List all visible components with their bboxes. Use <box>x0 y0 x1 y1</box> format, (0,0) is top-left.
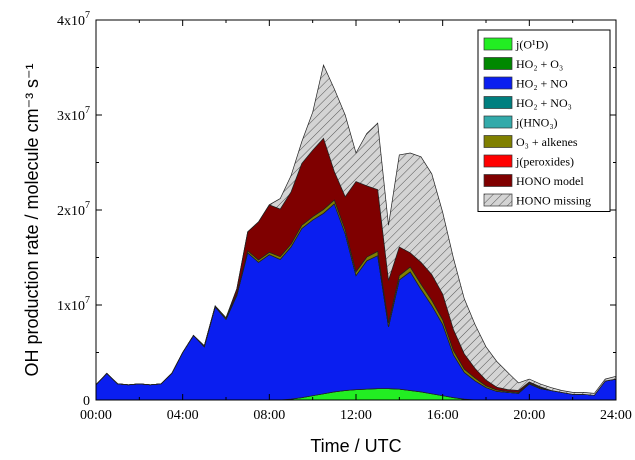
legend-swatch <box>484 155 512 167</box>
legend-swatch <box>484 38 512 50</box>
y-axis-title: OH production rate / molecule cm⁻³ s⁻¹ <box>22 63 42 376</box>
legend-label: HONO missing <box>516 194 591 208</box>
legend-swatch <box>484 58 512 70</box>
legend-swatch <box>484 77 512 89</box>
x-axis-title: Time / UTC <box>310 436 401 456</box>
legend-label: j(peroxides) <box>515 155 574 169</box>
legend-swatch <box>484 194 512 206</box>
legend: j(O¹D) HO₂ + O₃ HO₂ + NO HO₂ + NO₃ j(HNO₃) O₃… <box>478 30 610 212</box>
x-tick-label: 20:00 <box>513 408 545 423</box>
legend-label: HO₂ + NO₃ <box>516 96 572 110</box>
x-tick-label: 24:00 <box>600 408 632 423</box>
y-tick-label: 2x107 <box>57 200 90 219</box>
legend-swatch <box>484 136 512 148</box>
y-tick-label: 4x107 <box>57 10 90 29</box>
y-tick-label: 0 <box>83 394 90 409</box>
legend-swatch <box>484 175 512 187</box>
x-tick-label: 04:00 <box>167 408 199 423</box>
legend-label: j(HNO₃) <box>515 116 558 130</box>
legend-label: O₃ + alkenes <box>516 135 578 149</box>
x-tick-label: 16:00 <box>427 408 459 423</box>
legend-swatch <box>484 116 512 128</box>
y-tick-label: 1x107 <box>57 295 90 314</box>
x-tick-label: 08:00 <box>253 408 285 423</box>
legend-label: HO₂ + NO <box>516 77 568 91</box>
y-tick-label: 3x107 <box>57 105 90 124</box>
x-tick-label: 12:00 <box>340 408 372 423</box>
legend-label: HONO model <box>516 174 584 188</box>
legend-swatch <box>484 97 512 109</box>
legend-label: HO₂ + O₃ <box>516 57 563 71</box>
legend-label: j(O¹D) <box>515 38 548 52</box>
x-tick-label: 00:00 <box>80 408 112 423</box>
